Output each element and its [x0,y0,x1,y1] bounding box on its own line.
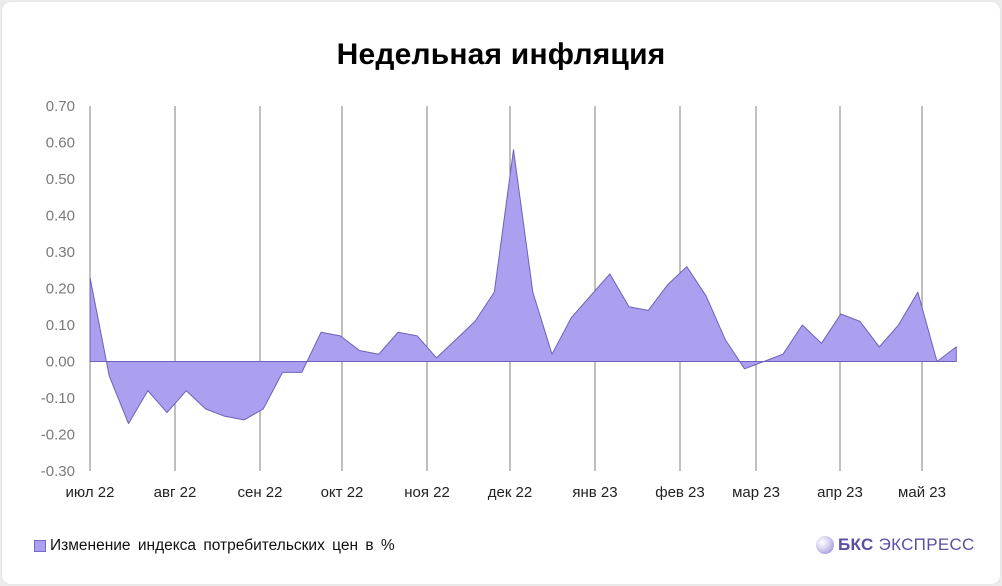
legend: Изменение индекса потребительских цен в … [34,537,395,555]
inflation-area-series [89,149,957,425]
x-tick-label: июл 22 [66,484,115,501]
x-tick-label: апр 23 [817,484,863,501]
bks-express-logo: БКС ЭКСПРЕСС [816,535,975,555]
y-tick-label: 0.70 [46,98,75,115]
x-tick-label: авг 22 [154,484,197,501]
y-tick-label: 0.00 [46,354,75,371]
y-tick-label: 0.50 [46,171,75,188]
legend-label: Изменение индекса потребительских цен в … [50,537,395,554]
x-tick-label: ноя 22 [404,484,450,501]
x-tick-label: мар 23 [732,484,780,501]
x-tick-label: дек 22 [488,484,533,501]
y-tick-label: 0.30 [46,244,75,261]
x-tick-label: окт 22 [321,484,364,501]
y-tick-label: 0.20 [46,281,75,298]
y-tick-label: -0.30 [41,463,75,480]
y-tick-label: -0.10 [41,390,75,407]
y-tick-label: 0.60 [46,135,75,152]
y-tick-label: 0.10 [46,317,75,334]
chart-title: Недельная инфляция [336,38,666,71]
y-tick-label: 0.40 [46,208,75,225]
x-tick-label: фев 23 [655,484,705,501]
x-tick-label: янв 23 [572,484,617,501]
logo-sphere-icon [816,536,834,554]
logo-bold-text: БКС [838,535,874,554]
x-tick-label: сен 22 [238,484,283,501]
logo-light-text: ЭКСПРЕСС [878,535,975,554]
x-axis-ticks: июл 22 авг 22 сен 22 окт 22 ноя 22 дек 22 янв … [66,484,946,501]
x-tick-label: май 23 [898,484,946,501]
y-tick-label: -0.20 [41,427,75,444]
legend-swatch-icon [34,540,46,552]
y-axis-ticks: 0.70 0.60 0.50 0.40 0.30 0.20 0.10 0.00 -0.10 -0.… [41,98,75,480]
